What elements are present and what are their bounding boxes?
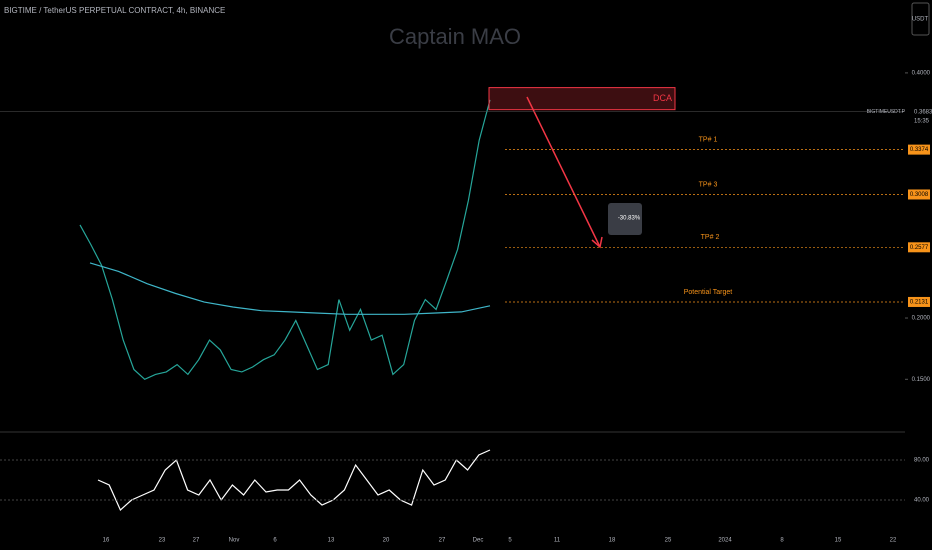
currency[interactable]: USDT	[912, 17, 929, 23]
x-tick-label: 18	[609, 538, 616, 544]
ma-line	[89, 262, 491, 315]
x-tick-label: 2024	[718, 538, 732, 544]
y-tick-label: 40.00	[914, 498, 930, 504]
x-tick-label: 5	[508, 538, 512, 544]
x-tick-label: 8	[780, 538, 784, 544]
x-tick-label: 22	[890, 538, 897, 544]
price-tag	[908, 242, 930, 253]
x-tick-label: Dec	[473, 538, 484, 544]
target-label: TP# 2	[701, 234, 720, 241]
x-tick-label: 13	[328, 538, 335, 544]
price-tag	[908, 296, 930, 307]
target-price: 0.2131	[910, 300, 929, 306]
measure-box	[608, 203, 642, 235]
x-tick-label: 27	[439, 538, 446, 544]
price-tag	[908, 189, 930, 200]
x-tick-label: 27	[193, 538, 200, 544]
x-tick-label: 16	[103, 538, 110, 544]
zone-label: DCA	[653, 93, 672, 103]
y-tick-label: 80.00	[914, 458, 930, 464]
x-tick-label: 20	[383, 538, 390, 544]
watermark: Captain MAO	[389, 24, 521, 49]
y-tick-label: 0.1500	[912, 377, 931, 383]
x-tick-label: 25	[665, 538, 672, 544]
dca-zone	[488, 87, 676, 111]
measure-label: -30.83%	[618, 216, 641, 222]
last-symbol: BIGTIMEUSDT.P	[867, 109, 906, 115]
price-tag	[908, 144, 930, 155]
target-price: 0.3008	[910, 192, 929, 198]
currency-box[interactable]	[911, 2, 930, 36]
symbol: BIGTIME / TetherUS PERPETUAL CONTRACT, 4…	[4, 6, 225, 15]
x-tick-label: Nov	[229, 538, 240, 544]
target-label: TP# 3	[699, 181, 718, 188]
x-tick-label: 11	[554, 538, 561, 544]
target-label: TP# 1	[699, 136, 718, 143]
x-tick-label: 15	[835, 538, 842, 544]
target-price: 0.3374	[910, 147, 929, 153]
price-line	[79, 99, 491, 381]
last-price: 0.3683	[914, 109, 932, 115]
arrow-head	[591, 236, 603, 249]
target-price: 0.2577	[910, 245, 929, 251]
x-tick-label: 23	[159, 538, 166, 544]
arrow	[526, 96, 601, 248]
target-label: Potential Target	[684, 289, 733, 296]
y-tick-label: 0.4000	[912, 70, 931, 76]
y-tick-label: 0.2000	[912, 316, 931, 322]
x-tick-label: 6	[273, 538, 277, 544]
countdown: 15:35	[914, 118, 930, 124]
rsi-line	[97, 449, 491, 511]
